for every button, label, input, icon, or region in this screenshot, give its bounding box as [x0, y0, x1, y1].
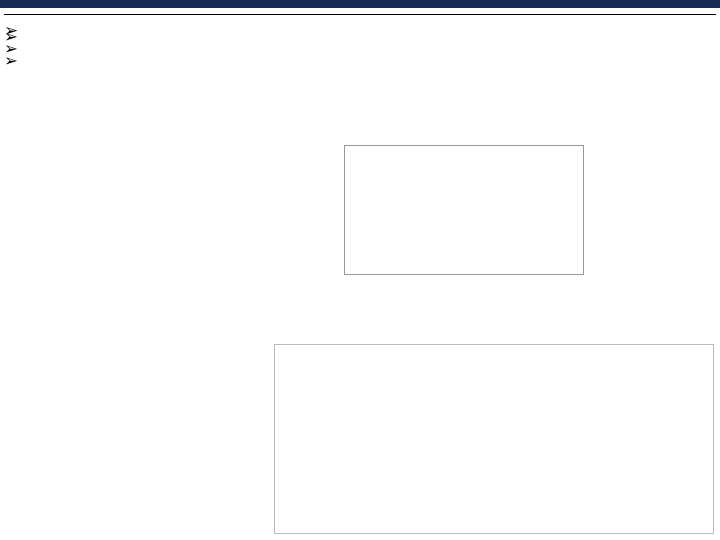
bullet-column	[4, 25, 344, 275]
ring-diagram	[344, 145, 584, 275]
sub-bullet	[4, 49, 338, 61]
subtitle	[4, 8, 716, 15]
figure-column	[344, 25, 714, 275]
sub-bullet	[4, 25, 338, 37]
beta-function-chart	[274, 344, 714, 534]
title-band	[0, 0, 720, 8]
main-bullet	[0, 15, 720, 25]
sub-bullet	[4, 37, 338, 49]
content-row	[0, 25, 720, 275]
phase-space-plot	[344, 25, 464, 145]
